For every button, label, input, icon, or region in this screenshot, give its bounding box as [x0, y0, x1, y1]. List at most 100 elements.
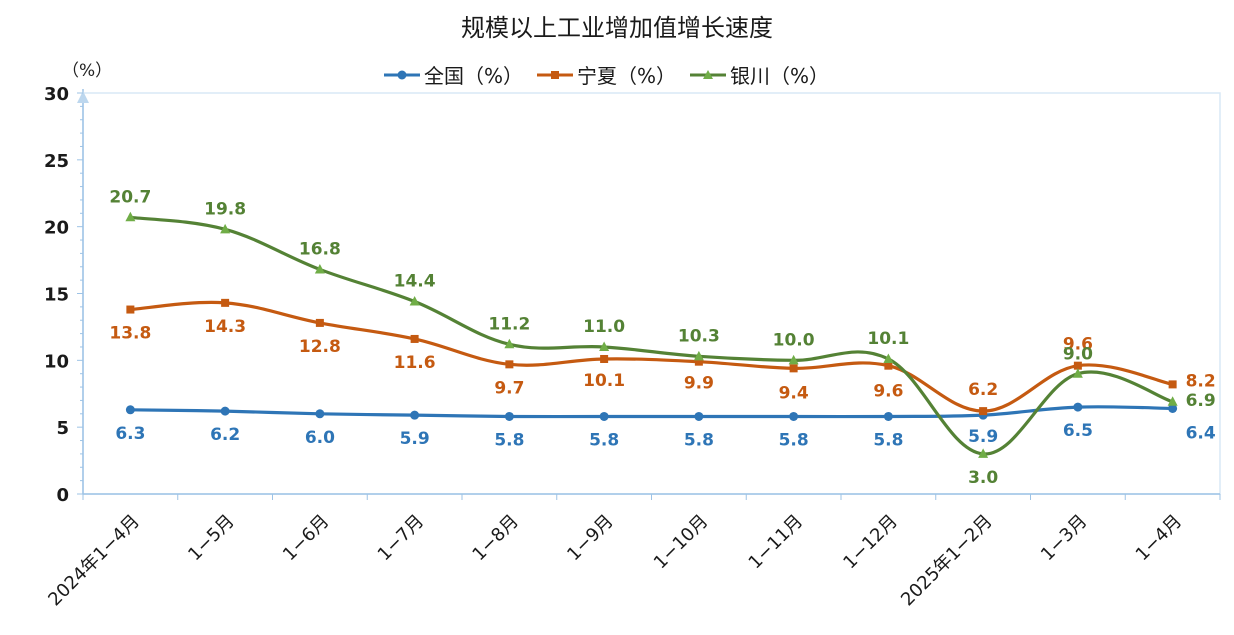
- data-point-national: [504, 411, 514, 421]
- data-point-ningxia: [1073, 361, 1082, 370]
- data-label-national: 6.3: [115, 424, 145, 444]
- y-tick-label: 10: [44, 351, 69, 372]
- y-tick-label: 20: [44, 218, 69, 239]
- data-label-yinchuan: 20.7: [109, 187, 151, 207]
- x-tick-label: 1−3月: [1037, 511, 1091, 565]
- data-point-yinchuan: [504, 338, 515, 349]
- data-label-yinchuan: 19.8: [204, 199, 246, 219]
- legend-label-yinchuan: 银川（%）: [730, 64, 830, 88]
- data-label-national: 5.8: [779, 430, 809, 450]
- data-point-ningxia: [979, 407, 988, 416]
- legend-item-national: 全国（%）: [384, 60, 523, 89]
- data-point-ningxia: [410, 334, 419, 343]
- data-label-national: 5.8: [873, 430, 903, 450]
- x-tick-label: 1−9月: [563, 511, 617, 565]
- y-tick-label: 25: [44, 151, 69, 172]
- data-label-ningxia: 8.2: [1186, 371, 1216, 391]
- data-point-ningxia: [600, 354, 609, 363]
- legend: 全国（%） 宁夏（%） 银川（%）: [384, 60, 843, 89]
- data-label-yinchuan: 10.1: [867, 329, 909, 349]
- data-point-national: [883, 411, 893, 421]
- chart-title: 规模以上工业增加值增长速度: [461, 14, 773, 42]
- data-label-yinchuan: 11.2: [488, 314, 530, 334]
- x-tick-label: 1−6月: [279, 511, 333, 565]
- data-label-ningxia: 9.4: [779, 383, 809, 403]
- data-point-national: [789, 411, 799, 421]
- series-line-yinchuan: [130, 215, 1174, 456]
- data-label-ningxia: 9.7: [494, 378, 524, 398]
- y-tick-label: 0: [56, 485, 69, 506]
- data-point-yinchuan: [220, 223, 231, 234]
- legend-label-national: 全国（%）: [424, 64, 524, 88]
- plot-frame: [82, 92, 1221, 495]
- series-line-national: [130, 405, 1173, 419]
- data-point-national: [315, 409, 325, 419]
- x-tick-label: 2025年1−2月: [897, 511, 997, 611]
- data-point-ningxia: [126, 305, 135, 314]
- data-label-ningxia: 9.9: [684, 374, 714, 394]
- data-point-yinchuan: [125, 211, 136, 222]
- data-label-national: 6.2: [210, 425, 240, 445]
- data-label-yinchuan: 10.3: [678, 326, 720, 346]
- data-point-ningxia: [789, 364, 798, 373]
- data-point-national: [1168, 403, 1178, 413]
- data-label-yinchuan: 14.4: [394, 272, 436, 292]
- x-tick-label: 1−4月: [1132, 511, 1186, 565]
- x-tick-label: 1−12月: [839, 511, 902, 574]
- legend-label-ningxia: 宁夏（%）: [577, 64, 677, 88]
- data-point-yinchuan: [788, 354, 799, 365]
- y-axis-unit-label: （%）: [62, 61, 113, 81]
- legend-swatch-ningxia: [537, 70, 574, 79]
- data-label-yinchuan: 10.0: [773, 330, 815, 350]
- data-point-national: [1073, 402, 1083, 412]
- data-label-yinchuan: 6.9: [1186, 391, 1216, 411]
- data-label-national: 6.0: [305, 428, 335, 448]
- legend-swatch-national: [384, 70, 420, 79]
- data-point-yinchuan: [978, 448, 989, 458]
- data-point-ningxia: [315, 318, 324, 327]
- data-point-yinchuan: [1072, 368, 1083, 378]
- data-label-ningxia: 6.2: [968, 380, 998, 400]
- data-point-national: [599, 411, 609, 421]
- x-tick-label: 1−11月: [745, 511, 808, 574]
- y-tick-label: 30: [44, 84, 69, 105]
- x-tick-label: 1−7月: [374, 511, 428, 565]
- x-tick-label: 1−5月: [184, 511, 238, 565]
- data-point-yinchuan: [314, 263, 325, 274]
- data-label-ningxia: 12.8: [299, 337, 341, 357]
- data-point-yinchuan: [1167, 396, 1178, 406]
- data-point-ningxia: [1168, 380, 1177, 389]
- data-point-ningxia: [694, 357, 703, 366]
- data-label-ningxia: 10.1: [583, 371, 625, 391]
- x-tick-label: 1−8月: [468, 511, 522, 565]
- y-tick-label: 5: [56, 418, 69, 439]
- legend-item-yinchuan: 银川（%）: [690, 60, 829, 89]
- legend-item-ningxia: 宁夏（%）: [537, 60, 676, 89]
- data-point-yinchuan: [883, 353, 894, 363]
- legend-swatch-yinchuan: [690, 69, 727, 79]
- data-point-yinchuan: [693, 350, 704, 361]
- data-label-ningxia: 9.6: [1063, 335, 1093, 355]
- data-point-ningxia: [221, 298, 230, 307]
- data-point-yinchuan: [409, 296, 420, 306]
- data-label-yinchuan: 9.0: [1063, 345, 1093, 365]
- data-label-national: 5.8: [684, 430, 714, 450]
- x-tick-label: 2024年1−4月: [44, 511, 144, 611]
- data-point-ningxia: [884, 361, 893, 370]
- data-label-national: 5.8: [494, 430, 524, 450]
- data-label-national: 5.8: [589, 430, 619, 450]
- data-label-national: 6.5: [1063, 421, 1093, 441]
- data-point-national: [220, 406, 230, 416]
- data-label-ningxia: 9.6: [873, 382, 903, 402]
- data-point-yinchuan: [599, 341, 610, 351]
- data-point-national: [125, 405, 135, 415]
- data-point-national: [694, 411, 704, 421]
- y-tick-label: 15: [44, 285, 69, 306]
- data-point-ningxia: [505, 360, 514, 369]
- x-tick-label: 1−10月: [650, 511, 713, 574]
- y-axis-arrow-icon: [77, 91, 89, 103]
- data-label-yinchuan: 11.0: [583, 317, 625, 337]
- series-line-ningxia: [130, 300, 1173, 413]
